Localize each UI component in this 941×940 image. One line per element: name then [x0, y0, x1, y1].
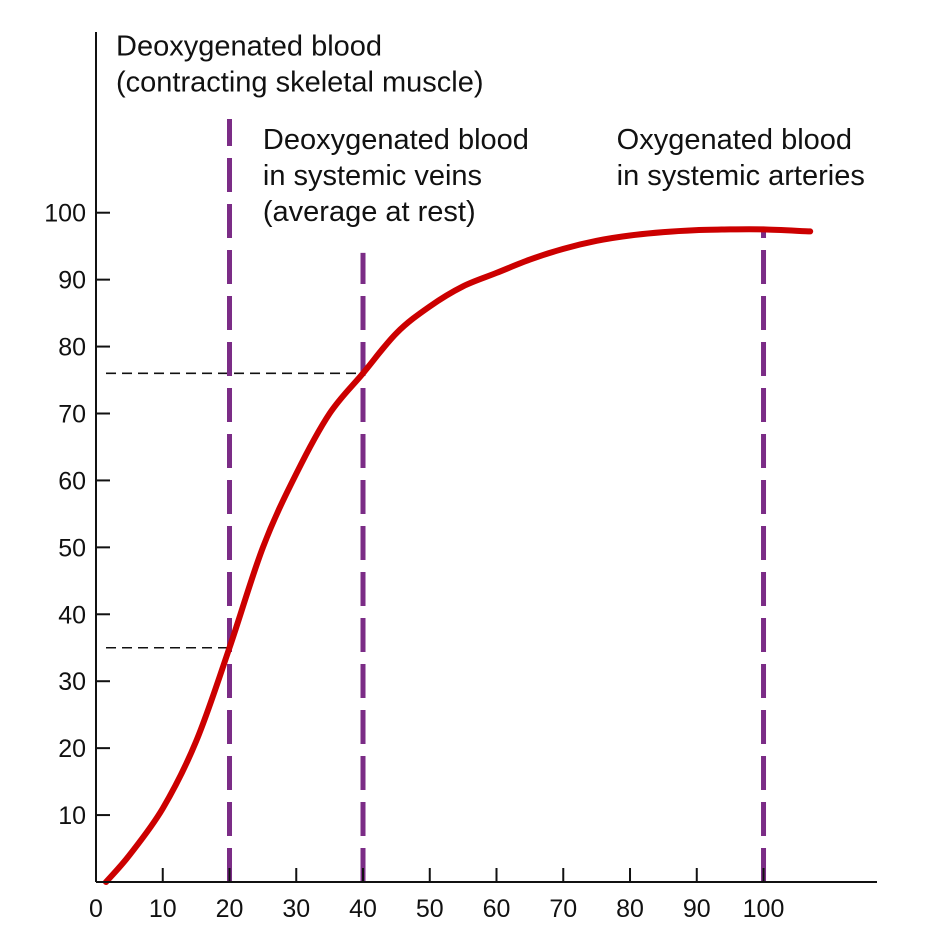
y-tick-label: 40	[58, 601, 86, 629]
x-tick-label: 40	[349, 895, 377, 923]
x-tick-label: 70	[549, 895, 577, 923]
x-tick-label: 60	[483, 895, 511, 923]
y-tick-label: 50	[58, 534, 86, 562]
annotation-line: Deoxygenated blood	[116, 30, 382, 62]
annotation-line: (contracting skeletal muscle)	[116, 66, 483, 98]
y-tick-label: 30	[58, 668, 86, 696]
y-tick-label: 100	[44, 200, 86, 228]
x-tick-label: 80	[616, 895, 644, 923]
saturation-curve	[103, 226, 814, 885]
y-tick-label: 20	[58, 735, 86, 763]
annotation-line: (average at rest)	[263, 196, 476, 228]
y-tick-label: 90	[58, 267, 86, 295]
y-tick-label: 70	[58, 400, 86, 428]
y-tick-label: 10	[58, 802, 86, 830]
axis-layer	[95, 32, 877, 883]
annotation-layer: Deoxygenated blood (contracting skeletal …	[116, 30, 865, 228]
annotation-line: in systemic arteries	[617, 160, 865, 192]
x-tick-label: 10	[149, 895, 177, 923]
x-tick-label: 50	[416, 895, 444, 923]
annotation-line: Oxygenated blood	[617, 124, 852, 156]
x-tick-label: 0	[89, 895, 103, 923]
y-tick-label: 80	[58, 334, 86, 362]
tick-layer: 10 20 30 40 50 60 70 80 90 100 0 10 20 30 40 50 60 70 80 90…	[44, 200, 784, 923]
annotation-line: Deoxygenated blood	[263, 124, 529, 156]
x-tick-label: 30	[282, 895, 310, 923]
x-tick-label: 90	[683, 895, 711, 923]
x-tick-label: 100	[743, 895, 785, 923]
curve-layer	[103, 226, 814, 885]
annotation-line: in systemic veins	[263, 160, 482, 192]
reference-line-layer	[227, 119, 767, 882]
x-tick-label: 20	[216, 895, 244, 923]
y-tick-label: 60	[58, 467, 86, 495]
guide-line-layer	[106, 372, 364, 649]
